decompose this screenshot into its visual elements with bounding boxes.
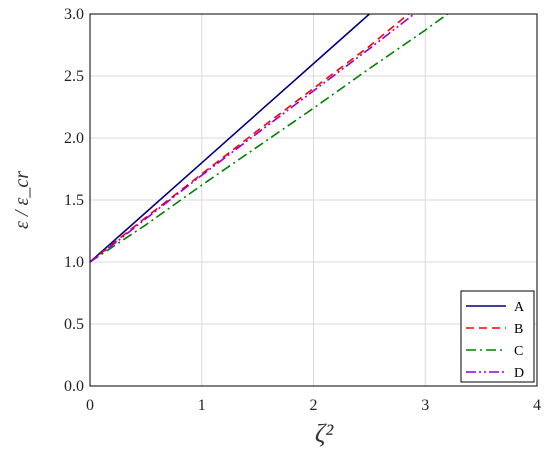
y-tick-labels: 0.0 0.5 1.0 1.5 2.0 2.5 3.0 xyxy=(64,6,84,395)
x-axis-label: ζ² xyxy=(315,419,335,448)
x-tick-label: 1 xyxy=(198,397,206,414)
y-tick-label: 0.5 xyxy=(64,316,84,333)
series-line-b xyxy=(89,13,410,263)
legend-label-d: D xyxy=(514,366,524,381)
y-axis-label: ε / ε_cr xyxy=(11,171,33,229)
plot-frame xyxy=(89,13,538,387)
y-tick-label: 1.5 xyxy=(64,192,84,209)
legend-label-a: A xyxy=(514,300,525,315)
legend-label-b: B xyxy=(514,322,523,337)
series-line-a xyxy=(89,13,370,263)
y-tick-label: 3.0 xyxy=(64,6,84,23)
x-tick-label: 2 xyxy=(310,397,318,414)
legend-label-c: C xyxy=(514,344,523,359)
grid xyxy=(90,14,537,386)
x-tick-labels: 0 1 2 3 4 xyxy=(86,397,541,414)
y-tick-label: 2.5 xyxy=(64,68,84,85)
y-tick-label: 1.0 xyxy=(64,254,84,271)
x-tick-label: 4 xyxy=(533,397,541,414)
y-tick-label: 2.0 xyxy=(64,130,84,147)
x-tick-label: 0 xyxy=(86,397,94,414)
series-lines xyxy=(89,13,449,263)
y-tick-label: 0.0 xyxy=(64,378,84,395)
x-tick-label: 3 xyxy=(421,397,429,414)
